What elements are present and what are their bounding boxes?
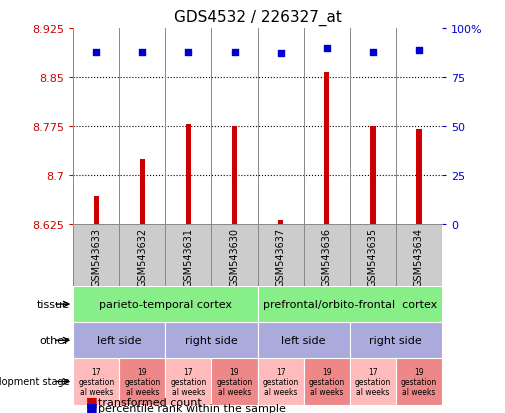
Title: GDS4532 / 226327_at: GDS4532 / 226327_at bbox=[174, 10, 341, 26]
Bar bbox=[119, 225, 165, 286]
Text: left side: left side bbox=[97, 335, 141, 345]
Bar bbox=[212, 358, 258, 405]
Bar bbox=[119, 358, 165, 405]
Text: right side: right side bbox=[185, 335, 238, 345]
Text: 19
gestation
al weeks: 19 gestation al weeks bbox=[400, 367, 437, 396]
Text: 19
gestation
al weeks: 19 gestation al weeks bbox=[309, 367, 345, 396]
Bar bbox=[349, 358, 396, 405]
Bar bbox=[186, 125, 191, 225]
Text: 17
gestation
al weeks: 17 gestation al weeks bbox=[170, 367, 207, 396]
Bar bbox=[139, 160, 145, 225]
Bar bbox=[304, 225, 350, 286]
Point bbox=[184, 49, 192, 56]
Bar bbox=[396, 225, 442, 286]
Point bbox=[415, 47, 423, 54]
Text: GSM543637: GSM543637 bbox=[276, 228, 286, 287]
Text: GSM543634: GSM543634 bbox=[414, 228, 424, 287]
Bar bbox=[258, 358, 304, 405]
Text: GSM543633: GSM543633 bbox=[91, 228, 102, 287]
Bar bbox=[349, 225, 396, 286]
Bar bbox=[232, 127, 237, 225]
Text: GSM543635: GSM543635 bbox=[368, 228, 378, 287]
Bar bbox=[304, 358, 350, 405]
Bar bbox=[165, 225, 212, 286]
Bar bbox=[258, 323, 349, 358]
Text: development stage: development stage bbox=[0, 377, 70, 387]
Point bbox=[369, 49, 377, 56]
Text: ■: ■ bbox=[86, 400, 97, 413]
Text: 19
gestation
al weeks: 19 gestation al weeks bbox=[124, 367, 161, 396]
Text: GSM543631: GSM543631 bbox=[183, 228, 193, 287]
Text: 17
gestation
al weeks: 17 gestation al weeks bbox=[263, 367, 299, 396]
Text: 17
gestation
al weeks: 17 gestation al weeks bbox=[78, 367, 115, 396]
Bar bbox=[165, 323, 258, 358]
Bar bbox=[73, 286, 258, 323]
Bar bbox=[73, 323, 165, 358]
Bar bbox=[258, 225, 304, 286]
Bar bbox=[416, 130, 422, 225]
Point bbox=[138, 49, 146, 56]
Bar bbox=[73, 225, 119, 286]
Bar bbox=[396, 358, 442, 405]
Text: right side: right side bbox=[370, 335, 422, 345]
Point bbox=[323, 45, 331, 52]
Bar bbox=[324, 73, 329, 225]
Text: tissue: tissue bbox=[36, 299, 70, 309]
Bar bbox=[258, 286, 442, 323]
Bar bbox=[93, 197, 99, 225]
Bar bbox=[73, 358, 119, 405]
Text: transformed count: transformed count bbox=[98, 397, 202, 407]
Text: left side: left side bbox=[281, 335, 326, 345]
Text: 19
gestation
al weeks: 19 gestation al weeks bbox=[216, 367, 252, 396]
Text: GSM543630: GSM543630 bbox=[229, 228, 239, 287]
Text: ■: ■ bbox=[86, 394, 97, 407]
Point bbox=[92, 49, 100, 56]
Text: percentile rank within the sample: percentile rank within the sample bbox=[98, 403, 286, 413]
Point bbox=[277, 51, 285, 58]
Bar bbox=[212, 225, 258, 286]
Text: prefrontal/orbito-frontal  cortex: prefrontal/orbito-frontal cortex bbox=[263, 299, 437, 309]
Bar bbox=[278, 220, 283, 225]
Bar bbox=[349, 323, 442, 358]
Text: 17
gestation
al weeks: 17 gestation al weeks bbox=[355, 367, 391, 396]
Bar bbox=[165, 358, 212, 405]
Text: parieto-temporal cortex: parieto-temporal cortex bbox=[99, 299, 232, 309]
Text: GSM543632: GSM543632 bbox=[137, 228, 147, 287]
Point bbox=[230, 49, 238, 56]
Bar bbox=[370, 127, 376, 225]
Text: other: other bbox=[40, 335, 70, 345]
Text: GSM543636: GSM543636 bbox=[322, 228, 332, 287]
